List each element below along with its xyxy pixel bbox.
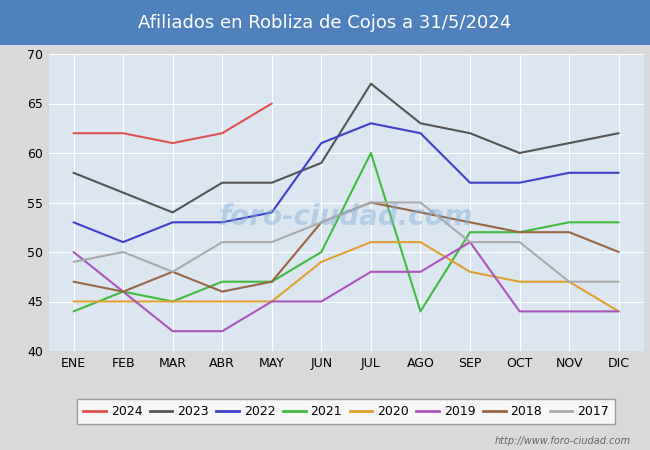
Text: foro-ciudad.com: foro-ciudad.com bbox=[219, 203, 473, 231]
Text: http://www.foro-ciudad.com: http://www.foro-ciudad.com bbox=[495, 436, 630, 446]
Legend: 2024, 2023, 2022, 2021, 2020, 2019, 2018, 2017: 2024, 2023, 2022, 2021, 2020, 2019, 2018… bbox=[77, 399, 616, 424]
Text: Afiliados en Robliza de Cojos a 31/5/2024: Afiliados en Robliza de Cojos a 31/5/202… bbox=[138, 14, 512, 32]
